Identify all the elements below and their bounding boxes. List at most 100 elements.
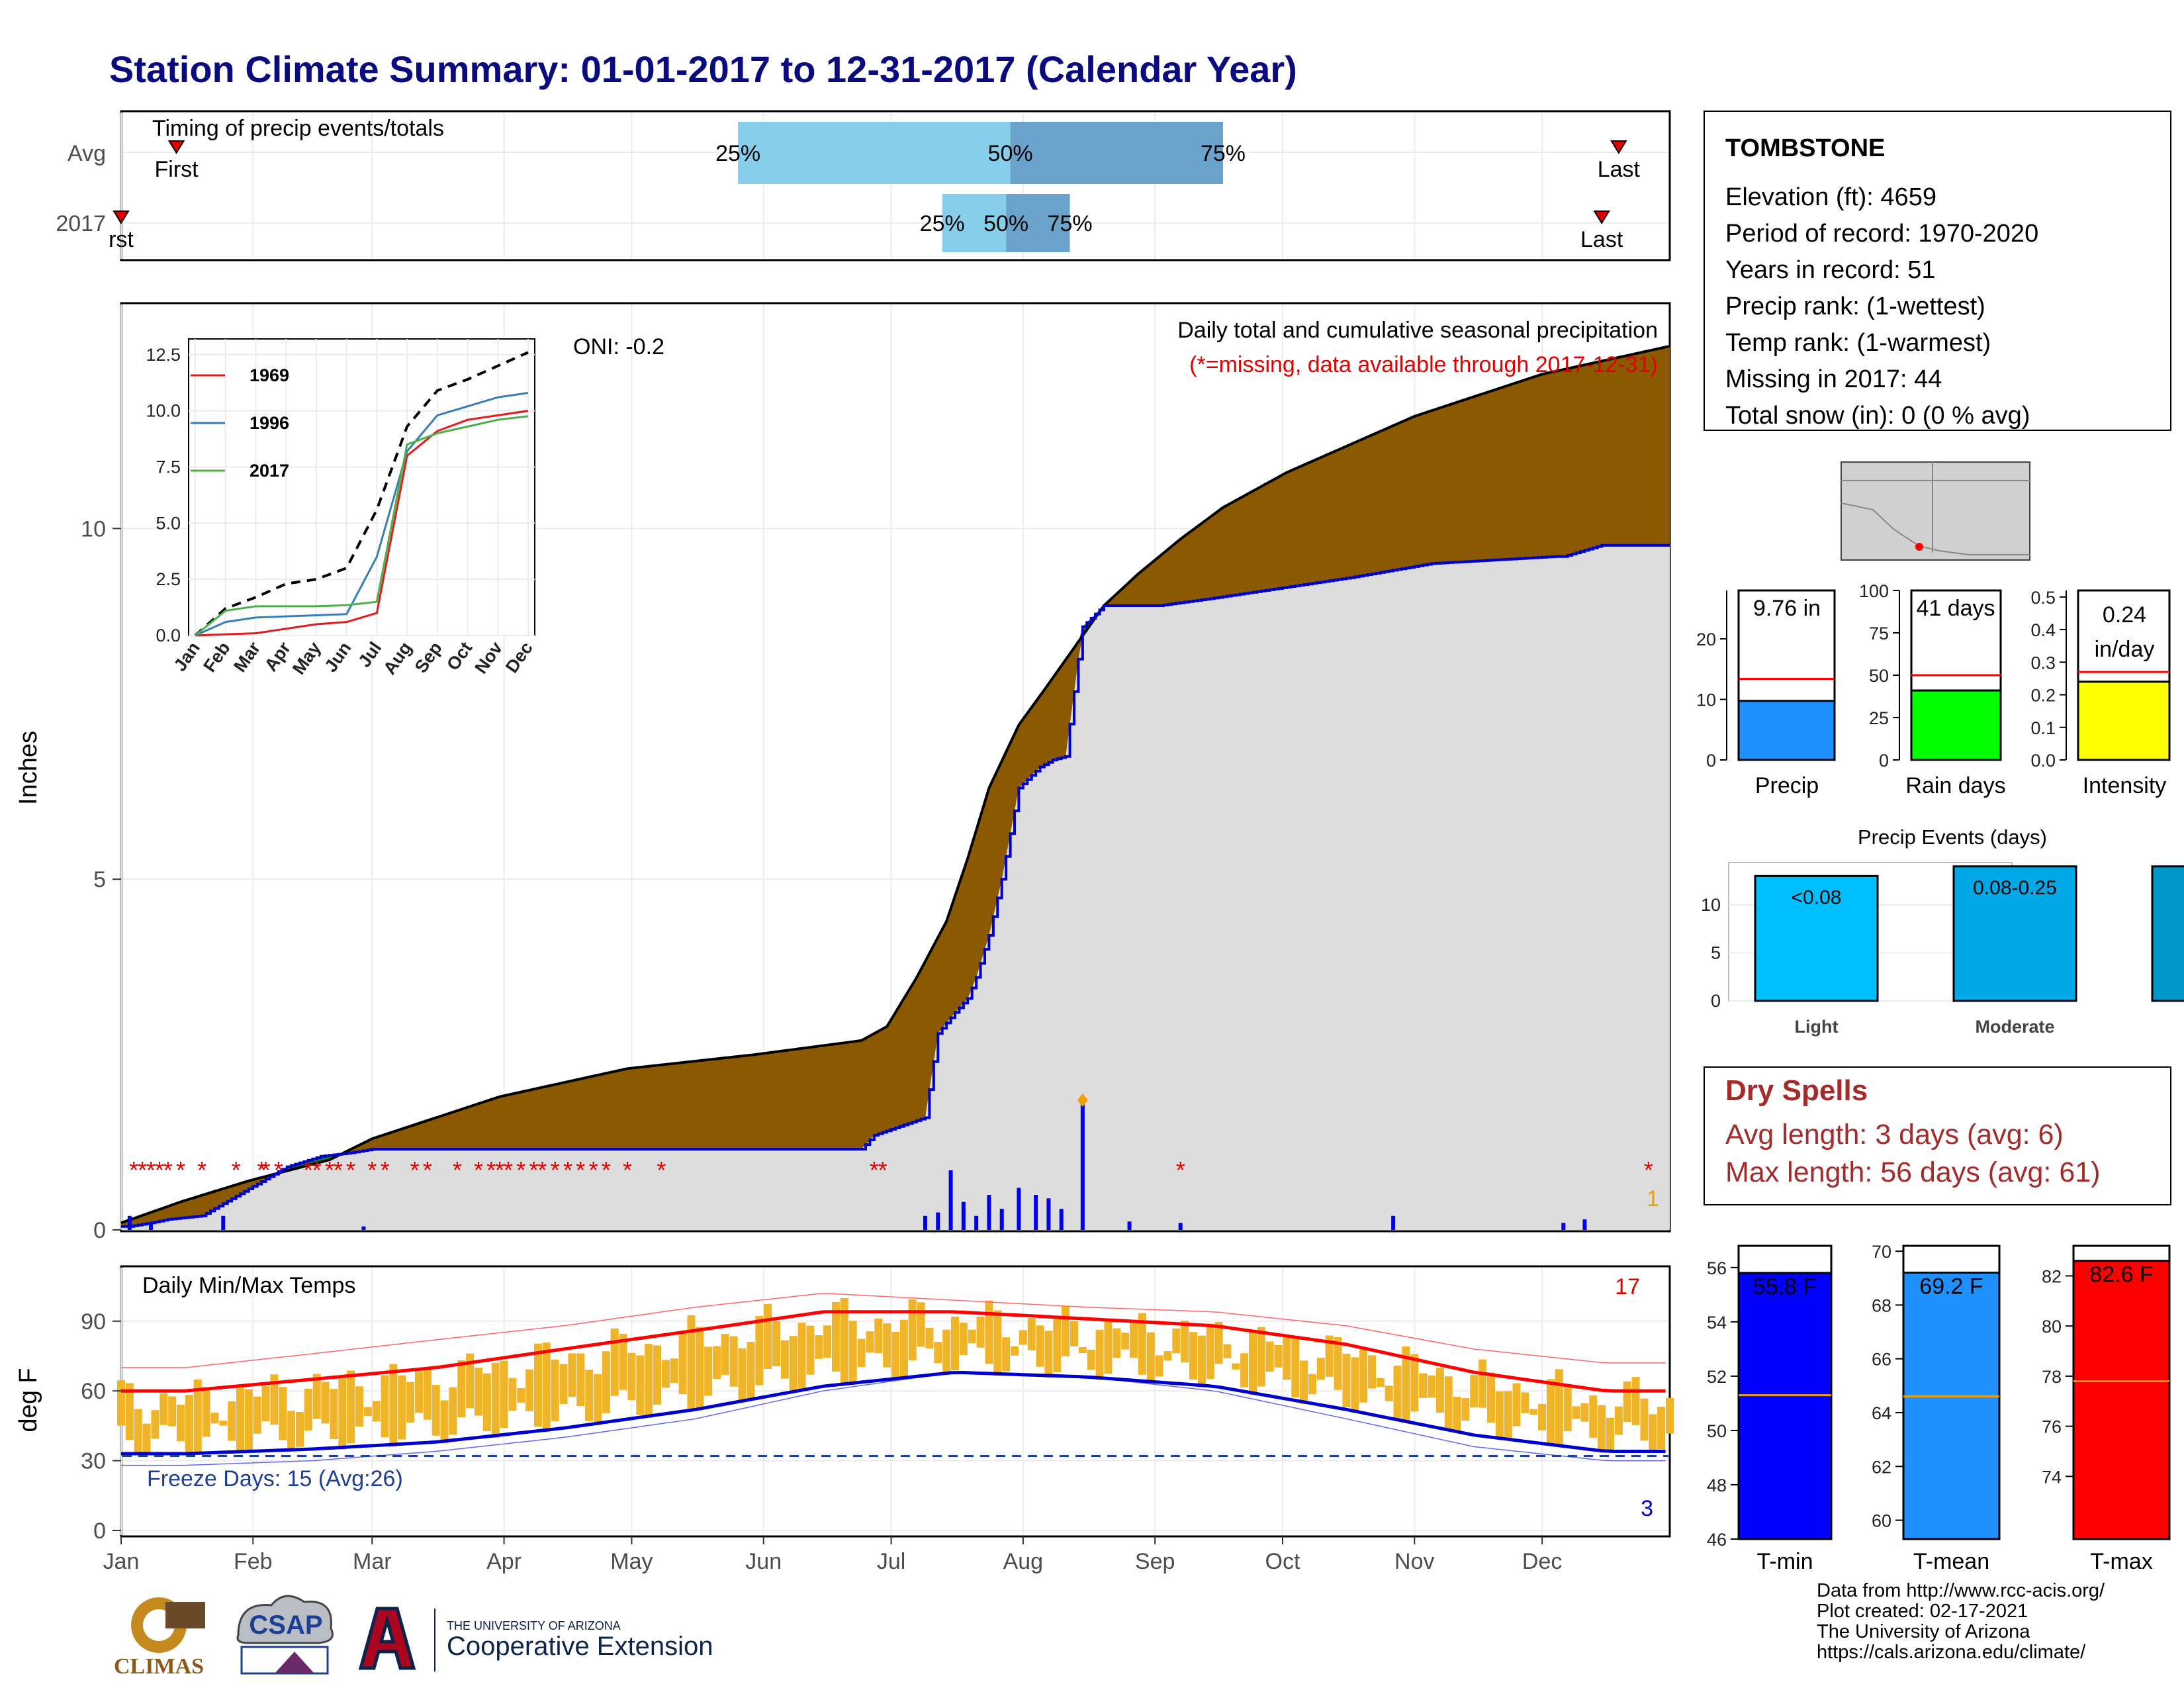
daily-temp-bar — [1580, 1403, 1589, 1422]
temp-panel: 0 30 60 90 deg F Daily Min/Max Temps Freeze… — [15, 1265, 1674, 1574]
last-event-label: Last — [1598, 157, 1641, 182]
inset-legend: 1969 1996 2017 — [191, 365, 289, 481]
data-credits: Data from http://www.rcc-acis.org/ Plot … — [1817, 1581, 2105, 1663]
daily-temp-bar — [610, 1328, 619, 1396]
daily-temp-bar — [1206, 1323, 1214, 1380]
daily-temp-bar — [253, 1396, 261, 1434]
daily-temp-bar — [500, 1360, 508, 1429]
inset-year-line-1996 — [195, 391, 529, 637]
daily-temp-bar — [823, 1325, 832, 1358]
daily-temp-bar — [917, 1302, 925, 1347]
rain_days-bar — [1910, 689, 2002, 761]
first-event-icon — [113, 211, 130, 224]
rain-days-value: 41 days — [1916, 596, 1995, 621]
tmin-label: T-min — [1757, 1549, 1813, 1574]
record-low-count: 3 — [1641, 1496, 1653, 1521]
events-bars: 0510<0.08Light0.08-0.25Moderate>0.25Heav… — [1701, 862, 2184, 1037]
daily-temp-bar — [1095, 1329, 1104, 1380]
daily-precip-bar — [936, 1212, 940, 1230]
daily-temp-bar — [1555, 1369, 1563, 1446]
summary-bars: 0 10 20 Precip 0 25 50 75 100 Rain days 0.0 0.1 0.2 0… — [1696, 581, 2171, 798]
daily-temp-bar — [645, 1344, 653, 1418]
tmean-label: T-mean — [1913, 1549, 1989, 1574]
daily-temp-bar — [883, 1323, 891, 1368]
daily-temp-bar — [1172, 1328, 1181, 1354]
daily-temp-bar — [874, 1318, 883, 1354]
daily-temp-bar — [891, 1331, 899, 1380]
daily-temp-bar — [423, 1367, 432, 1420]
daily-temp-bar — [678, 1333, 687, 1395]
daily-temp-bar — [177, 1405, 185, 1442]
daily-temp-bar — [815, 1335, 823, 1359]
temp-y-tick: 30 — [81, 1449, 106, 1474]
daily-temp-bar — [585, 1370, 594, 1421]
precip-y-ticks: 0 5 10 — [81, 516, 121, 1243]
daily-temp-bar — [228, 1401, 236, 1441]
timing-bar-25-50 — [942, 194, 1007, 252]
bar-tick-label: 0 — [1879, 751, 1889, 771]
daily-temp-bar — [713, 1346, 721, 1380]
daily-temp-bar — [661, 1360, 670, 1388]
missing-day-marker: * — [146, 1156, 156, 1184]
tmean-bar — [1902, 1272, 2001, 1540]
daily-temp-bar — [1011, 1346, 1019, 1356]
missing-day-marker: * — [232, 1156, 241, 1184]
ua-logo: THE UNIVERSITY OF ARIZONA Cooperative Ex… — [358, 1607, 713, 1671]
daily-temp-bar — [125, 1383, 134, 1440]
daily-temp-bar — [440, 1400, 449, 1444]
daily-temp-bar — [534, 1343, 542, 1427]
daily-precip-bar — [1017, 1188, 1021, 1230]
events-bin-label: 0.08-0.25 — [1973, 877, 2057, 899]
tmean-value: 69.2 F — [1919, 1274, 1983, 1299]
missing-day-marker: * — [563, 1156, 572, 1184]
dry-spells-title: Dry Spells — [1725, 1074, 1868, 1107]
daily-temp-bar — [134, 1409, 142, 1454]
missing-day-marker: * — [138, 1156, 147, 1184]
intensity-bar — [2077, 680, 2171, 761]
csap-panel-icon — [240, 1646, 329, 1675]
inset-y-tick: 12.5 — [146, 345, 181, 365]
daily-temp-bar — [1410, 1354, 1419, 1412]
bar-tick-label: 0 — [1706, 751, 1716, 771]
daily-temp-bar — [279, 1387, 287, 1440]
temp-bar-tick: 54 — [1707, 1313, 1727, 1333]
temp-bar-tick: 46 — [1707, 1530, 1727, 1550]
month-label: Apr — [486, 1549, 522, 1574]
temp-bar-tick: 52 — [1707, 1367, 1727, 1387]
month-axis: Jan Feb Mar Apr May Jun Jul Aug Sep Oct Nov Dec — [103, 1536, 1562, 1574]
daily-temp-bar — [210, 1413, 219, 1424]
station-info-line: Years in record: 51 — [1725, 256, 1936, 284]
daily-temp-bar — [363, 1407, 372, 1416]
missing-day-marker: * — [304, 1156, 313, 1184]
tmax-value: 82.6 F — [2089, 1262, 2153, 1288]
credit-url: https://cals.arizona.edu/climate/ — [1817, 1642, 2086, 1663]
daily-temp-bar — [1249, 1330, 1257, 1395]
temp-bar-tick: 56 — [1707, 1258, 1727, 1278]
daily-temp-bar — [1666, 1397, 1674, 1434]
temp-summary-bars: 46 48 50 52 54 56 55.8 F T-min 60 62 64 66 68 70 69.2 … — [1707, 1242, 2171, 1574]
daily-temp-bar — [1155, 1355, 1163, 1377]
daily-temp-bar — [594, 1374, 602, 1426]
daily-temp-bar — [312, 1374, 321, 1419]
daily-temp-bar — [517, 1387, 525, 1403]
daily-temp-bar — [1589, 1395, 1598, 1438]
precip-y-tick: 0 — [93, 1218, 106, 1243]
missing-day-marker: * — [176, 1156, 185, 1184]
daily-temp-bar — [1351, 1357, 1359, 1413]
daily-temp-bar — [159, 1393, 168, 1425]
daily-precip-bar — [948, 1170, 953, 1230]
last-event-label: Last — [1580, 227, 1623, 252]
daily-temp-bar — [670, 1358, 678, 1383]
daily-temp-bar — [381, 1375, 389, 1438]
daily-temp-bar — [1435, 1368, 1444, 1413]
ua-name: THE UNIVERSITY OF ARIZONA — [447, 1619, 621, 1632]
daily-precip-bar — [987, 1195, 991, 1230]
csap-logo: CSAP — [236, 1595, 334, 1675]
daily-temp-bar — [117, 1380, 125, 1426]
daily-precip-bar — [361, 1226, 366, 1230]
missing-day-marker: * — [423, 1156, 432, 1184]
dry-spells: Dry Spells Avg length: 3 days (avg: 6) M… — [1704, 1066, 2171, 1205]
bar-tick-label: 75 — [1869, 624, 1889, 643]
daily-temp-bar — [482, 1373, 491, 1431]
timing-panel: Timing of precip events/totals Avg 2017 … — [56, 110, 1671, 261]
